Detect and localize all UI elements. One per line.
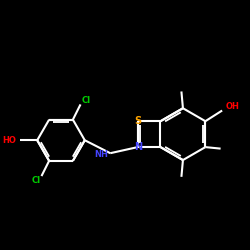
Text: Cl: Cl (82, 96, 90, 105)
Text: NH: NH (94, 150, 108, 159)
Text: OH: OH (226, 102, 240, 111)
Text: Cl: Cl (32, 176, 40, 184)
Text: HO: HO (2, 136, 16, 145)
Text: S: S (134, 116, 141, 126)
Text: N: N (134, 142, 142, 152)
